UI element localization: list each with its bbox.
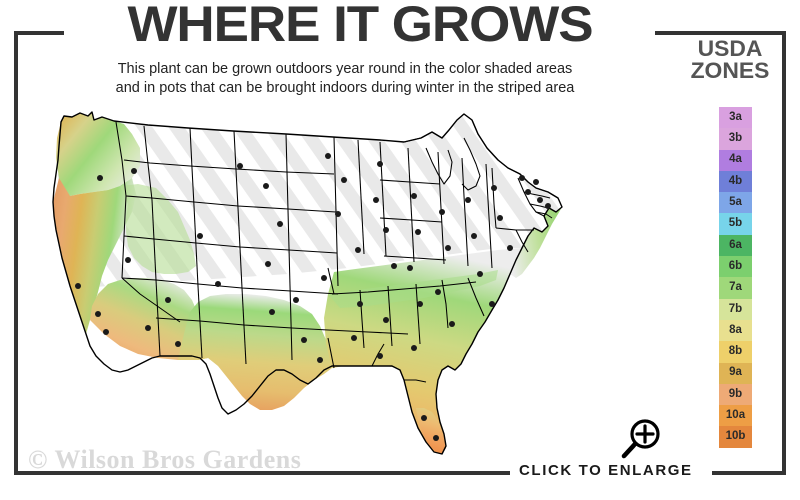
legend-zone-10b[interactable]: 10b xyxy=(719,426,752,448)
usda-zone-map[interactable] xyxy=(28,108,668,458)
legend-zone-label: 6b xyxy=(728,259,743,272)
legend-zone-8b[interactable]: 8b xyxy=(719,341,752,363)
legend-zone-label: 10b xyxy=(725,430,746,443)
subtitle-line-1: This plant can be grown outdoors year ro… xyxy=(117,61,573,77)
legend-zone-label: 3b xyxy=(728,132,743,145)
legend-zone-4b[interactable]: 4b xyxy=(719,170,752,193)
legend-zone-label: 7b xyxy=(728,302,743,315)
legend-heading-line-2: ZONES xyxy=(690,58,770,83)
frame-right-segment xyxy=(782,31,786,475)
legend-zone-label: 5a xyxy=(729,196,742,209)
legend-zone-label: 9a xyxy=(729,366,742,379)
legend-zone-3b[interactable]: 3b xyxy=(719,128,752,150)
city-dot-markers xyxy=(75,153,551,441)
legend-zone-3a[interactable]: 3a xyxy=(719,107,752,129)
legend-zone-label: 6a xyxy=(729,238,742,251)
legend-zone-label: 3a xyxy=(729,110,742,123)
click-to-enlarge-label[interactable]: CLICK TO ENLARGE xyxy=(519,462,693,479)
usda-zone-legend: 3a 3b 4a 4b 5a 5b 6a 6b 7a 7b 8a 8b 9a 9b 10a 10b xyxy=(719,107,752,448)
color-shaded-outdoor-region xyxy=(53,112,562,454)
legend-zone-6b[interactable]: 6b xyxy=(719,256,752,278)
frame-top-left-segment xyxy=(14,31,64,35)
legend-zone-4a[interactable]: 4a xyxy=(719,149,752,171)
page-title: WHERE IT GROWS xyxy=(127,0,593,52)
subtitle-line-2: and in pots that can be brought indoors … xyxy=(115,80,575,96)
legend-zone-9a[interactable]: 9a xyxy=(719,362,752,384)
legend-zone-label: 4b xyxy=(728,174,743,187)
frame-left-segment xyxy=(14,31,18,475)
legend-zone-label: 10a xyxy=(725,409,746,422)
legend-zone-label: 4a xyxy=(729,153,742,166)
frame-top-right-segment xyxy=(655,31,786,35)
legend-zone-6a[interactable]: 6a xyxy=(719,234,752,257)
watermark-text: © Wilson Bros Gardens xyxy=(28,445,302,474)
legend-zone-8a[interactable]: 8a xyxy=(719,319,752,342)
legend-zone-5b[interactable]: 5b xyxy=(719,213,752,235)
legend-zone-label: 5b xyxy=(728,217,743,230)
state-boundaries xyxy=(52,111,563,455)
magnifier-plus-icon[interactable] xyxy=(618,418,664,460)
legend-zone-7a[interactable]: 7a xyxy=(719,277,752,299)
legend-zone-9b[interactable]: 9b xyxy=(719,383,752,406)
frame-bottom-right-segment xyxy=(712,471,786,475)
map-container[interactable] xyxy=(28,108,668,458)
legend-zone-5a[interactable]: 5a xyxy=(719,192,752,214)
frame-bottom-left-segment xyxy=(14,471,510,475)
legend-zone-10a[interactable]: 10a xyxy=(719,405,752,427)
legend-zone-label: 8a xyxy=(729,323,742,336)
legend-heading-line-1: USDA xyxy=(697,36,763,61)
legend-zone-7b[interactable]: 7b xyxy=(719,298,752,320)
legend-zone-label: 7a xyxy=(729,281,742,294)
legend-zone-label: 9b xyxy=(728,387,743,400)
legend-zone-label: 8b xyxy=(728,345,743,358)
subtitle-text: This plant can be grown outdoors year ro… xyxy=(40,60,650,98)
legend-heading: USDA ZONES xyxy=(676,38,784,82)
